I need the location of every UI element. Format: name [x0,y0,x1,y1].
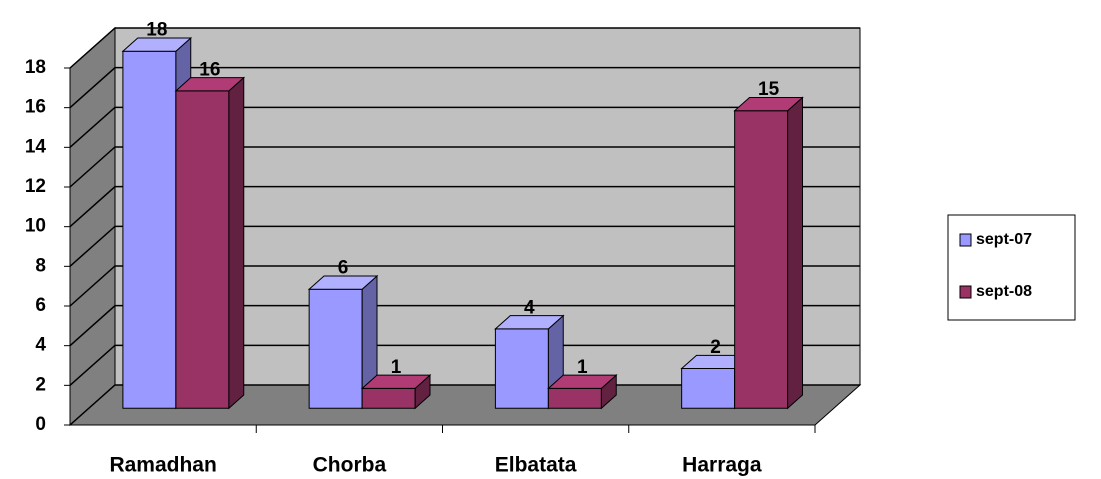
y-tick-label: 6 [35,295,46,316]
value-label: 1 [391,357,402,378]
bar-front [361,387,416,409]
bar-top [733,97,804,112]
y-tick-label: 16 [25,97,46,118]
y-tick-label: 0 [35,414,46,435]
y-tick-label: 2 [35,374,46,395]
value-label: 18 [146,20,167,41]
bar-top [174,77,246,92]
y-tick-label: 14 [25,136,47,157]
bar [547,374,618,410]
bar-front [734,110,789,409]
y-tick-label: 10 [25,216,46,237]
legend-swatch [959,233,972,247]
bar-top [307,275,379,290]
legend-swatch [959,285,972,299]
bar-side [228,76,245,410]
legend-label: sept-07 [976,231,1032,248]
bar-top [360,374,432,389]
x-tick-label: Harraga [682,454,762,477]
bar [733,96,804,410]
grid-line [69,185,860,228]
bar [174,76,246,410]
bar-top [121,37,193,52]
x-tick-label: Elbatata [495,454,577,477]
y-tick-label: 18 [25,57,46,78]
bar-front [175,90,230,409]
bar-side [787,96,803,410]
bar-top [494,315,565,330]
bar-front [308,288,363,409]
y-tick-label: 12 [25,176,46,197]
legend-box [947,214,1076,321]
value-label: 15 [758,79,780,100]
grid-line [69,344,860,386]
bar-top [547,374,618,389]
grid-line [69,106,860,148]
x-tick-label: Ramadhan [109,454,216,477]
legend-label: sept-08 [976,283,1032,300]
value-label: 6 [338,258,349,279]
grid-line [69,265,860,307]
bar [307,274,379,410]
x-tick-label: Chorba [313,454,387,477]
y-tick-label: 4 [35,335,46,356]
bar-front [122,50,177,409]
grid-line [69,27,860,69]
value-label: 4 [524,297,535,318]
value-label: 16 [199,59,220,80]
grid-line [69,225,860,267]
grid-line [69,146,860,188]
y-tick-label: 8 [35,255,46,276]
bar [360,374,432,410]
value-label: 1 [577,357,588,378]
value-label: 2 [710,337,721,358]
grid-line [69,66,860,109]
grid-line [69,304,860,347]
bar-front [681,368,736,409]
bar-front [494,328,549,409]
bar-front [547,387,602,409]
